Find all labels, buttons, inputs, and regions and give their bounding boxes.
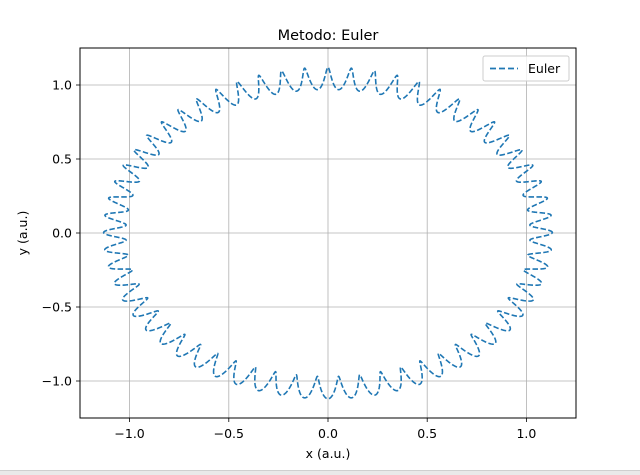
series-layer	[102, 66, 554, 400]
grid	[80, 48, 576, 418]
legend-box	[482, 55, 570, 82]
x-tick-label: −1.0	[114, 426, 144, 441]
x-tick-label: 0.0	[318, 426, 338, 441]
chart-title: Metodo: Euler	[278, 28, 379, 44]
y-tick-label: −1.0	[42, 374, 72, 389]
y-tick-label: −0.5	[42, 300, 72, 315]
y-tick-label: 1.0	[52, 78, 72, 93]
y-tick-label: 0.0	[52, 226, 72, 241]
y-tick-label: 0.5	[52, 152, 72, 167]
y-axis-label: y (a.u.)	[15, 211, 30, 256]
bottom-toolbar-strip	[0, 470, 640, 475]
x-axis-label: x (a.u.)	[306, 446, 351, 461]
legend: Euler	[482, 55, 570, 82]
x-tick-label: 0.5	[417, 426, 437, 441]
y-ticks: −1.0 −0.5 0.0 0.5 1.0	[42, 78, 80, 389]
x-tick-label: −0.5	[214, 426, 244, 441]
x-tick-label: 1.0	[516, 426, 536, 441]
x-ticks: −1.0 −0.5 0.0 0.5 1.0	[114, 418, 536, 441]
series-line-euler	[102, 66, 554, 400]
legend-label-euler: Euler	[528, 61, 561, 76]
